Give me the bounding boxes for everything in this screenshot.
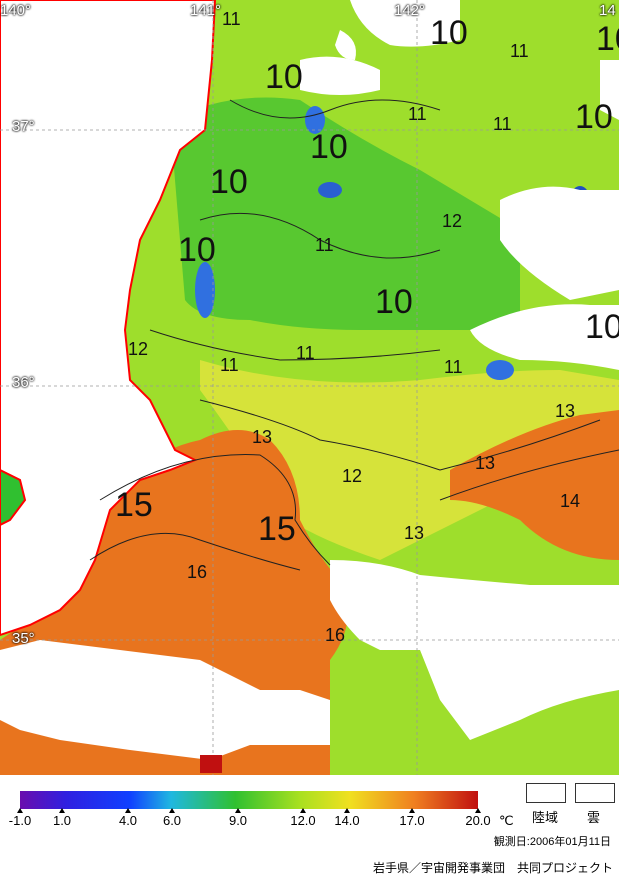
cloud (0, 640, 330, 760)
isotherm-label: 15 (258, 510, 296, 548)
cloud (600, 60, 619, 120)
land-honshu (0, 0, 217, 637)
isotherm-label: 16 (325, 625, 346, 645)
cloud (470, 304, 619, 370)
isotherm-label: 10 (375, 283, 413, 321)
land-spot (200, 755, 222, 773)
scale-tick-mark (475, 808, 481, 813)
isotherms (89, 99, 619, 571)
scale-tick-label: 14.0 (334, 813, 360, 828)
cloud (335, 30, 356, 60)
isotherm-label: 11 (408, 104, 427, 124)
isotherm-label: 11 (220, 355, 239, 375)
latitude-label: 35° (12, 630, 35, 647)
isotherm-label: 12 (442, 211, 463, 231)
isotherm-label: 13 (252, 427, 273, 447)
cloud (350, 0, 460, 47)
isotherm-label: 11 (315, 235, 334, 255)
scale-tick-label: 4.0 (118, 813, 138, 828)
scale-tick-label: 17.0 (399, 813, 425, 828)
cloud-label: 雲 (587, 810, 601, 825)
land-label: 陸域 (532, 810, 559, 825)
scale-tick-mark (169, 808, 175, 813)
scale-tick-label: 6.0 (162, 813, 182, 828)
legend: -1.0 1.0 4.0 6.0 9.0 12.0 14.0 17.0 20.0… (0, 775, 619, 881)
sea-surface-temperature-map (0, 0, 619, 775)
isotherm-label: 10 (265, 58, 303, 96)
scale-tick-mark (17, 808, 23, 813)
scale-tick-label: 12.0 (290, 813, 316, 828)
isotherm-label: 12 (342, 466, 363, 486)
isotherm-label: 10 (178, 231, 216, 269)
isotherm-label: 10 (310, 128, 348, 166)
scale-tick-mark (125, 808, 131, 813)
scale-tick-mark (300, 808, 306, 813)
longitude-label: 14 (599, 2, 616, 19)
graticule (0, 0, 619, 775)
longitude-label: 141° (190, 2, 222, 19)
isotherm-label: 11 (510, 41, 529, 61)
scale-tick-label: -1.0 (8, 813, 32, 828)
cold-eddy (486, 360, 514, 380)
isotherm-label: 10 (585, 308, 619, 346)
latitude-label: 36° (12, 374, 35, 391)
scale-tick-mark (235, 808, 241, 813)
isotherm-label: 13 (555, 401, 576, 421)
isotherm-label: 11 (493, 114, 512, 134)
isotherm-label: 11 (296, 343, 315, 363)
cold-eddy (195, 262, 215, 318)
cloud-swatch (575, 783, 615, 803)
latitude-label: 37° (12, 118, 35, 135)
isotherm-label: 13 (475, 453, 496, 473)
temperature-colorbar (20, 791, 478, 809)
isotherm-label: 16 (187, 562, 208, 582)
cloud (500, 186, 619, 300)
isotherm-label: 11 (222, 9, 241, 29)
warm-water-zone-east (450, 410, 619, 560)
coast-fragment (0, 468, 27, 527)
temperature-unit: ℃ (499, 813, 514, 828)
scale-tick-label: 1.0 (52, 813, 72, 828)
isotherm-label: 10 (430, 14, 468, 52)
credit-text: 岩手県／宇宙開発事業団 共同プロジェクト (372, 861, 613, 875)
cold-eddy (318, 182, 342, 198)
isotherm-label: 12 (128, 339, 149, 359)
land-swatch (526, 783, 566, 803)
cloud (330, 560, 619, 740)
longitude-label: 140° (0, 2, 32, 19)
scale-tick-mark (409, 808, 415, 813)
isotherm-label: 15 (115, 486, 153, 524)
isotherm-label: 10 (596, 20, 619, 58)
isotherm-label: 10 (210, 163, 248, 201)
observation-date: 観測日:2006年01月11日 (493, 836, 611, 848)
cloud (300, 56, 380, 95)
isotherm-label: 14 (560, 491, 581, 511)
scale-tick-label: 9.0 (228, 813, 248, 828)
cold-water-zone (170, 97, 520, 330)
longitude-label: 142° (394, 2, 426, 19)
scale-tick-mark (344, 808, 350, 813)
scale-tick-label: 20.0 (465, 813, 491, 828)
isotherm-label: 10 (575, 98, 613, 136)
isotherm-label: 13 (404, 523, 425, 543)
scale-tick-mark (59, 808, 65, 813)
isotherm-label: 11 (444, 357, 463, 377)
